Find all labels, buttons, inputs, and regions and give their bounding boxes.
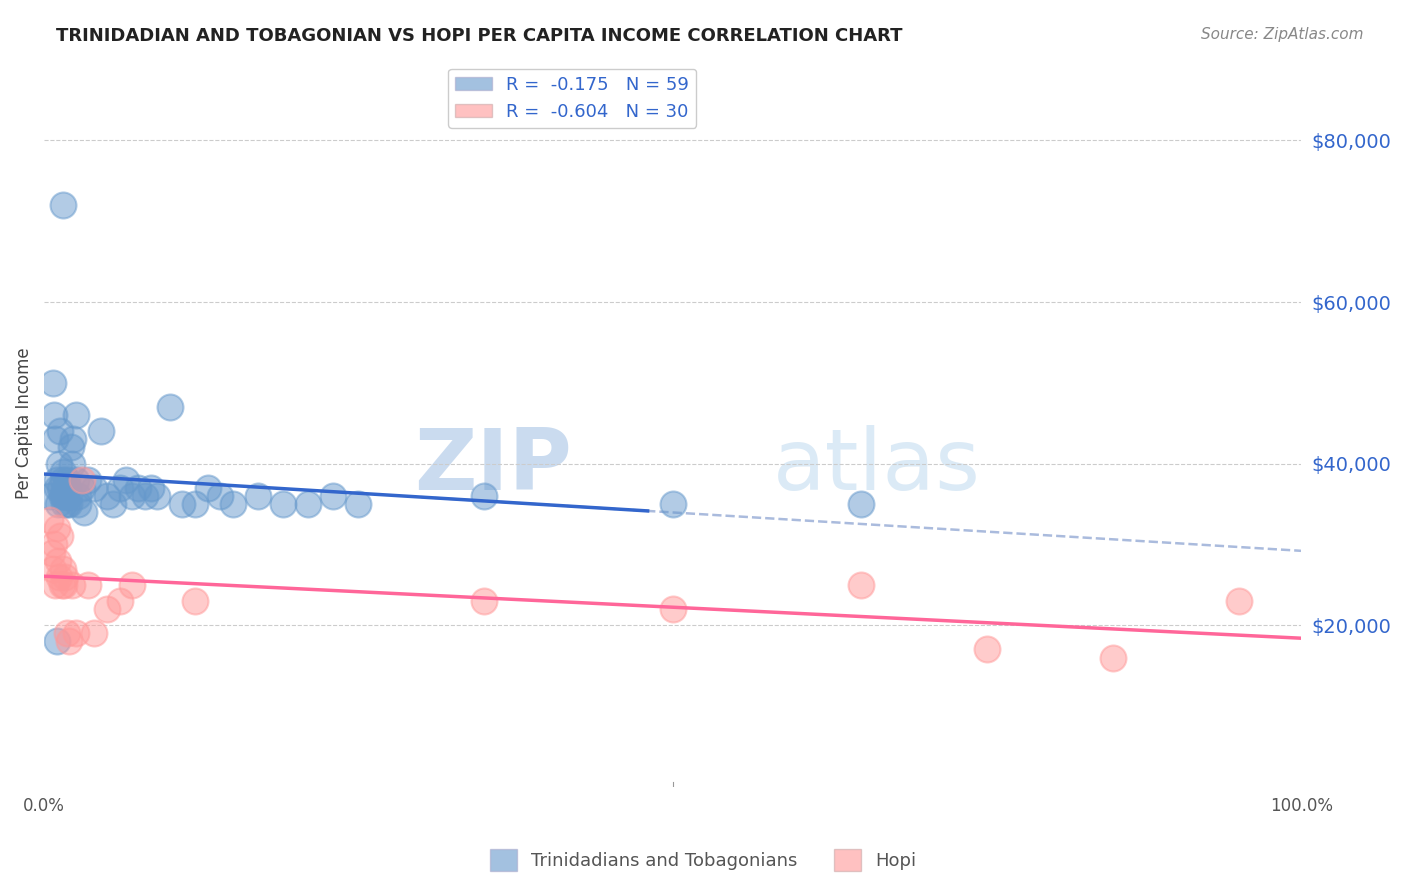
Text: TRINIDADIAN AND TOBAGONIAN VS HOPI PER CAPITA INCOME CORRELATION CHART: TRINIDADIAN AND TOBAGONIAN VS HOPI PER C… (56, 27, 903, 45)
Point (46, 497, 69, 511)
Point (49, 425, 72, 439)
Point (661, 602, 683, 616)
Point (52, 473, 75, 487)
Point (42, 562, 65, 576)
Point (58, 489, 80, 503)
Point (39, 513, 62, 527)
Point (851, 497, 873, 511)
Point (55, 473, 77, 487)
Point (52, 198, 75, 212)
Point (53, 489, 76, 503)
Point (108, 594, 131, 608)
Point (52, 465, 75, 479)
Point (55, 626, 77, 640)
Point (51, 489, 73, 503)
Point (45, 634, 67, 648)
Point (159, 400, 181, 414)
Point (55, 481, 77, 495)
Point (44, 537, 66, 551)
Point (134, 489, 156, 503)
Point (60, 457, 83, 471)
Point (347, 497, 370, 511)
Point (44, 408, 66, 422)
Point (48, 570, 70, 584)
Point (52, 562, 75, 576)
Point (62, 433, 84, 447)
Point (184, 594, 207, 608)
Point (472, 489, 495, 503)
Legend: Trinidadians and Tobagonians, Hopi: Trinidadians and Tobagonians, Hopi (482, 842, 924, 879)
Point (48, 457, 70, 471)
Point (58, 634, 80, 648)
Point (65, 473, 87, 487)
Text: atlas: atlas (773, 425, 981, 508)
Point (77, 578, 100, 592)
Point (58, 497, 80, 511)
Point (44, 578, 66, 592)
Point (60, 578, 83, 592)
Point (90, 425, 112, 439)
Point (83, 626, 105, 640)
Text: ZIP: ZIP (415, 425, 572, 508)
Point (96, 489, 118, 503)
Point (121, 489, 143, 503)
Point (45, 521, 67, 535)
Point (67, 489, 90, 503)
Text: Source: ZipAtlas.com: Source: ZipAtlas.com (1201, 27, 1364, 42)
Point (53, 497, 76, 511)
Point (209, 489, 232, 503)
Point (1101, 650, 1123, 665)
Point (197, 481, 219, 495)
Point (108, 481, 131, 495)
Legend: R =  -0.175   N = 59, R =  -0.604   N = 30: R = -0.175 N = 59, R = -0.604 N = 30 (449, 69, 696, 128)
Point (146, 489, 169, 503)
Point (139, 481, 162, 495)
Point (246, 489, 269, 503)
Point (59, 441, 82, 455)
Point (96, 602, 118, 616)
Point (44, 433, 66, 447)
Point (45, 481, 67, 495)
Point (49, 481, 72, 495)
Point (65, 408, 87, 422)
Point (73, 505, 96, 519)
Point (114, 473, 136, 487)
Point (851, 578, 873, 592)
Point (65, 626, 87, 640)
Point (322, 489, 344, 503)
Point (51, 578, 73, 592)
Point (77, 473, 100, 487)
Point (49, 529, 72, 543)
Point (67, 497, 90, 511)
Y-axis label: Per Capita Income: Per Capita Income (15, 347, 32, 499)
Point (83, 481, 105, 495)
Point (172, 497, 194, 511)
Point (184, 497, 207, 511)
Point (1227, 594, 1250, 608)
Point (53, 578, 76, 592)
Point (70, 473, 93, 487)
Point (271, 497, 294, 511)
Point (661, 497, 683, 511)
Point (42, 376, 65, 390)
Point (297, 497, 319, 511)
Point (45, 473, 67, 487)
Point (472, 594, 495, 608)
Point (55, 489, 77, 503)
Point (56, 481, 79, 495)
Point (127, 481, 149, 495)
Point (70, 481, 93, 495)
Point (46, 553, 69, 567)
Point (103, 497, 125, 511)
Point (41, 545, 63, 559)
Point (222, 497, 245, 511)
Point (39, 489, 62, 503)
Point (55, 497, 77, 511)
Point (121, 578, 143, 592)
Point (976, 642, 998, 657)
Point (55, 570, 77, 584)
